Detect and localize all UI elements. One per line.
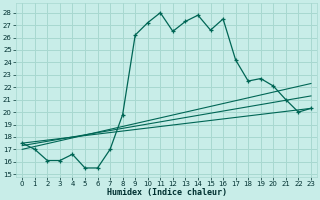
X-axis label: Humidex (Indice chaleur): Humidex (Indice chaleur) [107, 188, 227, 197]
